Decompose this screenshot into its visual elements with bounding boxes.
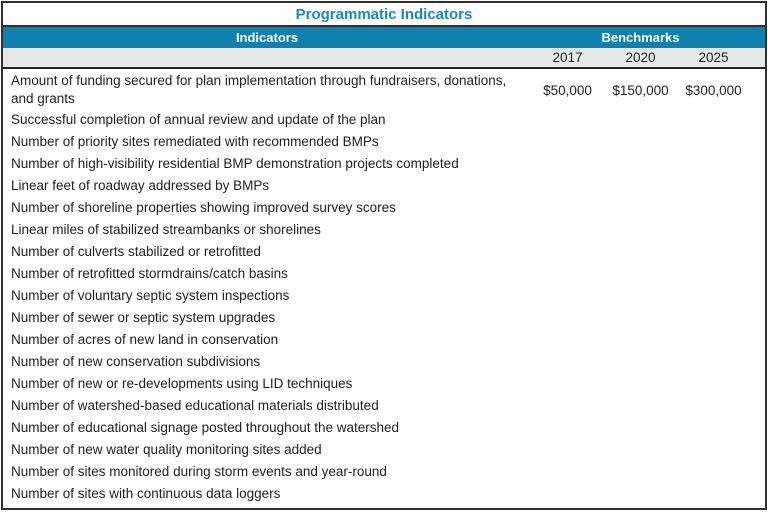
table-row: Number of shoreline properties showing i…	[3, 197, 765, 219]
benchmark-value-2017: $50,000	[543, 82, 592, 98]
table-row: Number of new conservation subdivisions	[3, 351, 765, 373]
indicator-label: Number of sites monitored during storm e…	[11, 464, 387, 480]
year-header-2025: 2025	[698, 50, 729, 65]
year-header-2020: 2020	[625, 50, 656, 65]
table-row: Amount of funding secured for plan imple…	[3, 71, 765, 109]
indicator-label: Number of watershed-based educational ma…	[11, 398, 379, 414]
table-title-text: Programmatic Indicators	[295, 5, 473, 23]
table-title: Programmatic Indicators	[3, 3, 765, 27]
table-row: Number of sites with continuous data log…	[3, 483, 765, 505]
indicator-label: Linear miles of stabilized streambanks o…	[11, 222, 321, 238]
indicator-label: Linear feet of roadway addressed by BMPs	[11, 178, 270, 194]
table-row: Number of priority sites remediated with…	[3, 131, 765, 153]
indicator-label: Number of acres of new land in conservat…	[11, 332, 279, 348]
table-row: Number of new water quality monitoring s…	[3, 439, 765, 461]
table-row: Number of voluntary septic system inspec…	[3, 285, 765, 307]
indicator-label: Amount of funding secured for plan imple…	[11, 73, 507, 106]
table-row: Number of retrofitted stormdrains/catch …	[3, 263, 765, 285]
table-row: Linear miles of stabilized streambanks o…	[3, 219, 765, 241]
benchmarks-column-header: Benchmarks	[601, 30, 680, 45]
table-row: Linear feet of roadway addressed by BMPs	[3, 175, 765, 197]
indicator-label: Number of culverts stabilized or retrofi…	[11, 244, 261, 260]
table-row: Number of educational signage posted thr…	[3, 417, 765, 439]
table-row: Number of watershed-based educational ma…	[3, 395, 765, 417]
indicator-label: Number of sites with continuous data log…	[11, 486, 281, 502]
benchmark-value-2025: $300,000	[685, 82, 742, 98]
table-row: Number of culverts stabilized or retrofi…	[3, 241, 765, 263]
indicator-label: Number of educational signage posted thr…	[11, 420, 400, 436]
indicator-label: Number of new water quality monitoring s…	[11, 442, 322, 458]
column-header-row: Indicators Benchmarks	[3, 27, 765, 48]
table-row: Successful completion of annual review a…	[3, 109, 765, 131]
table-row: Number of high-visibility residential BM…	[3, 153, 765, 175]
indicator-label: Number of retrofitted stormdrains/catch …	[11, 266, 288, 282]
table-row: Number of sites monitored during storm e…	[3, 461, 765, 483]
indicator-label: Number of shoreline properties showing i…	[11, 200, 396, 216]
indicator-label: Number of priority sites remediated with…	[11, 134, 379, 150]
indicator-label: Number of new or re-developments using L…	[11, 376, 353, 392]
table-body: Amount of funding secured for plan imple…	[3, 69, 765, 508]
table-row: Number of new or re-developments using L…	[3, 373, 765, 395]
benchmark-value-2020: $150,000	[612, 82, 669, 98]
indicator-label: Number of sewer or septic system upgrade…	[11, 310, 276, 326]
indicator-label: Number of voluntary septic system inspec…	[11, 288, 290, 304]
indicator-label: Successful completion of annual review a…	[11, 112, 386, 128]
year-header-row: 2017 2020 2025	[3, 48, 765, 69]
year-header-2017: 2017	[552, 50, 583, 65]
indicators-column-header: Indicators	[235, 30, 299, 45]
table-row: Number of sewer or septic system upgrade…	[3, 307, 765, 329]
table-row: Number of acres of new land in conservat…	[3, 329, 765, 351]
indicator-label: Number of high-visibility residential BM…	[11, 156, 459, 172]
indicator-label: Number of new conservation subdivisions	[11, 354, 261, 370]
